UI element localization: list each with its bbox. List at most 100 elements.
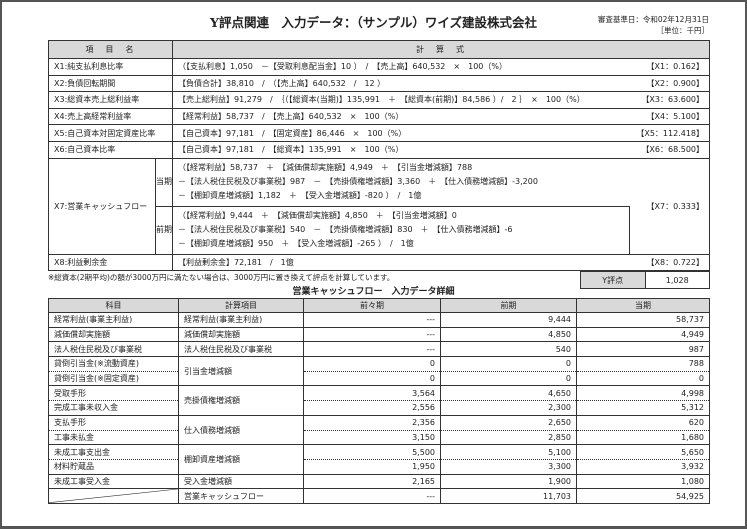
value-cell-pp: 0 xyxy=(303,356,441,372)
value-cell-p: 9,444 xyxy=(440,312,577,328)
value-cell-c: 58,737 xyxy=(576,312,710,328)
x7-result: 【X7：0.333】 xyxy=(629,157,710,255)
x7-previous-label: 前期 xyxy=(155,205,173,255)
value-cell-pp: 5,500 xyxy=(303,444,441,460)
value-cell-p: 5,100 xyxy=(440,444,577,460)
diagonal-cell xyxy=(48,488,179,504)
table-row: 減価償却実施額 減価償却実施額 --- 4,850 4,949 xyxy=(48,326,710,343)
table-row: 材料貯蔵品 1,950 3,300 3,932 xyxy=(48,458,710,475)
item-formula: 【経常利益】58,737 / 【売上高】640,532 × 100（%） xyxy=(172,107,630,126)
item-formula: （【支払利息】1,050 －【受取利息配当金】10 ） / 【売上高】640,5… xyxy=(172,58,630,76)
item-result: 【X3：63.600】 xyxy=(629,91,710,109)
calc-item-cell: 法人税住民税及び事業税 xyxy=(178,341,304,358)
value-cell-p: 4,850 xyxy=(440,326,577,343)
table-header: 科目 計算項目 前々期 前期 当期 xyxy=(48,298,710,313)
value-cell-c: 1,080 xyxy=(576,473,710,490)
table-header: 項 目 名 計 算 式 xyxy=(48,40,710,59)
table-row: 未成工事受入金 受入金増減額 2,165 1,900 1,080 xyxy=(48,473,710,490)
value-cell-pp: 3,564 xyxy=(303,385,441,402)
formula-line: －【法人税住民税及び事業税】540 － 【売掛債権増減額】830 ＋ 【仕入債務… xyxy=(178,225,513,235)
y-score-value: 1,028 xyxy=(665,275,689,285)
calc-item-cell: 受入金増減額 xyxy=(178,473,304,490)
subject-cell: 法人税住民税及び事業税 xyxy=(48,341,179,358)
item-label: X4:売上高経常利益率 xyxy=(48,107,173,126)
calc-item-cell: 売掛債権増減額 xyxy=(178,385,304,416)
subject-cell: 材料貯蔵品 xyxy=(48,458,179,475)
header-previous-period: 前期 xyxy=(440,298,577,313)
subject-cell: 支払手形 xyxy=(48,414,179,431)
value-cell-pp: --- xyxy=(303,341,441,358)
item-label: X5:自己資本対固定資産比率 xyxy=(48,124,173,142)
value-cell-c: 54,925 xyxy=(576,488,710,504)
item-formula: 【負債合計】38,810 / （【売上高】640,532 / 12 ） xyxy=(172,74,630,93)
table-row: 法人税住民税及び事業税 法人税住民税及び事業税 --- 540 987 xyxy=(48,341,710,358)
x7-previous-formula: （【経常利益】9,444 ＋ 【減価償却実施額】4,850 ＋ 【引当金増減額】… xyxy=(172,205,630,255)
item-label: X3:総資本売上総利益率 xyxy=(48,91,173,109)
item-result: 【X1：0.162】 xyxy=(629,58,710,76)
subject-cell: 経常利益(事業主利益) xyxy=(48,312,179,328)
formula-line: －【法人税住民税及び事業税】987 － 【売掛債権増減額】3,360 ＋ 【仕入… xyxy=(178,177,538,187)
item-result: 【X4：5.100】 xyxy=(629,107,710,126)
table-row-x7-previous: 前期 （【経常利益】9,444 ＋ 【減価償却実施額】4,850 ＋ 【引当金増… xyxy=(49,205,710,255)
subject-cell: 貸倒引当金(※固定資産) xyxy=(48,370,179,387)
y-score-label: Y評点 xyxy=(581,272,646,288)
value-cell-pp: 2,556 xyxy=(303,400,441,416)
value-cell-c: 4,949 xyxy=(576,326,710,343)
value-cell-c: 5,312 xyxy=(576,400,710,416)
subject-cell: 未成工事支出金 xyxy=(48,444,179,460)
review-date: 審査基準日：令和02年12月31日 xyxy=(597,15,709,24)
report-meta: 審査基準日：令和02年12月31日 ［単位：千円］ xyxy=(598,14,709,36)
table-row: 完成工事未収入金 2,556 2,300 5,312 xyxy=(48,400,710,416)
table-row: 支払手形 仕入債務増減額 2,356 2,650 620 xyxy=(48,414,710,446)
value-cell-pp: --- xyxy=(303,488,441,504)
calc-item-cell: 引当金増減額 xyxy=(178,356,304,387)
x7-current-formula: （【経常利益】58,737 ＋ 【減価償却実施額】4,949 ＋ 【引当金増減額… xyxy=(172,157,630,207)
header-subject: 科目 xyxy=(48,298,179,313)
page-title: Y評点関連 入力データ：（サンプル）ワイズ建設株式会社 xyxy=(210,15,537,30)
subject-cell: 受取手形 xyxy=(48,385,179,402)
y-score-box: Y評点 1,028 xyxy=(580,271,710,289)
header-current-period: 当期 xyxy=(576,298,710,313)
value-cell-pp: 3,150 xyxy=(303,429,441,446)
table-row-x7-current: X7:営業キャッシュフロー 当期 （【経常利益】58,737 ＋ 【減価償却実施… xyxy=(48,157,710,255)
table-row: 受取手形 売掛債権増減額 3,564 4,650 4,998 xyxy=(48,385,710,416)
value-cell-pp: 0 xyxy=(303,370,441,387)
value-cell-c: 0 xyxy=(576,370,710,387)
value-cell-pp: --- xyxy=(303,312,441,328)
calc-item-cell: 減価償却実施額 xyxy=(178,326,304,343)
table-row: 経常利益(事業主利益) 経常利益(事業主利益) --- 9,444 58,737 xyxy=(48,312,710,328)
table-row-x8: X8:利益剰余金 【利益剰余金】72,181 / 1億 【X8：0.722】 xyxy=(48,253,710,272)
value-cell-pp: 2,356 xyxy=(303,414,441,431)
formula-line: （【経常利益】58,737 ＋ 【減価償却実施額】4,949 ＋ 【引当金増減額… xyxy=(178,163,473,173)
value-cell-p: 540 xyxy=(440,341,577,358)
formula-line: －【棚卸資産増減額】950 ＋ 【受入金増減額】-265 ） / 1億 xyxy=(178,239,414,249)
table-row-x6: X6:自己資本比率 【自己資本】97,181 / 【総資本】135,991 × … xyxy=(48,140,710,159)
item-label: X1:純支払利息比率 xyxy=(48,58,173,76)
subject-cell: 未成工事受入金 xyxy=(48,473,179,490)
value-cell-c: 987 xyxy=(576,341,710,358)
value-cell-p: 11,703 xyxy=(440,488,577,504)
cash-flow-detail-table: 科目 計算項目 前々期 前期 当期 経常利益(事業主利益) 経常利益(事業主利益)… xyxy=(48,298,710,504)
value-cell-c: 620 xyxy=(576,414,710,431)
table-row-x2: X2:負債回転期間 【負債合計】38,810 / （【売上高】640,532 /… xyxy=(48,74,710,93)
header-item-name: 項 目 名 xyxy=(48,40,173,59)
calc-item-cell: 棚卸資産増減額 xyxy=(178,444,304,475)
item-label: X2:負債回転期間 xyxy=(48,74,173,93)
table-row: 未成工事支出金 棚卸資産増減額 5,500 5,100 5,650 xyxy=(48,444,710,475)
value-cell-p: 2,850 xyxy=(440,429,577,446)
table-row: 貸倒引当金(※流動資産) 引当金増減額 0 0 788 xyxy=(48,356,710,387)
value-cell-p: 4,650 xyxy=(440,385,577,402)
value-cell-p: 0 xyxy=(440,370,577,387)
table-row-x1: X1:純支払利息比率 （【支払利息】1,050 －【受取利息配当金】10 ） /… xyxy=(48,58,710,76)
item-formula: 【自己資本】97,181 / 【総資本】135,991 × 100（%） xyxy=(172,140,630,159)
calc-item-cell: 経常利益(事業主利益) xyxy=(178,312,304,328)
x8-label: X8:利益剰余金 xyxy=(48,253,173,272)
value-cell-pp: --- xyxy=(303,326,441,343)
value-cell-p: 2,650 xyxy=(440,414,577,431)
header-calc-item: 計算項目 xyxy=(178,298,304,313)
value-cell-p: 0 xyxy=(440,356,577,372)
value-cell-pp: 2,165 xyxy=(303,473,441,490)
value-cell-c: 788 xyxy=(576,356,710,372)
unit-label: ［単位：千円］ xyxy=(656,26,710,35)
